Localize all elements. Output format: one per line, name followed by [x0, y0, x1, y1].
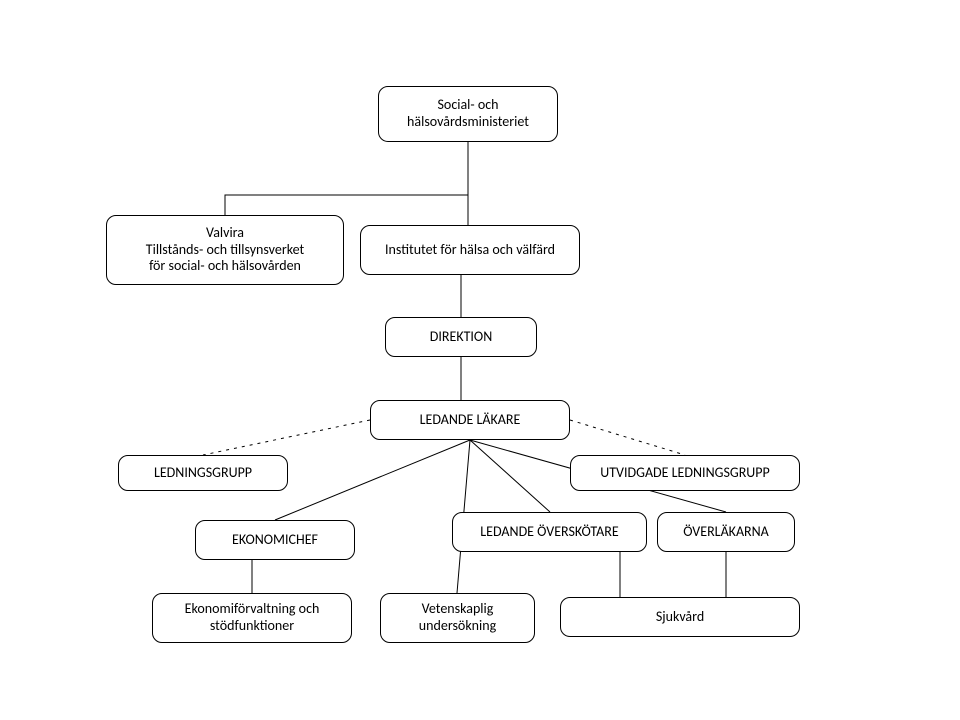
node-utvidgade: UTVIDGADE LEDNINGSGRUPP	[570, 455, 800, 491]
node-overskotare: LEDANDE ÖVERSKÖTARE	[452, 512, 647, 552]
node-vetenskaplig: Vetenskaplig undersökning	[380, 593, 535, 643]
node-institute: Institutet för hälsa och välfärd	[360, 225, 580, 275]
edge-ledande-utvidgade	[570, 420, 685, 455]
edge-ministry-valvira	[225, 195, 468, 215]
node-ministry: Social- och hälsovårdsministeriet	[378, 86, 558, 142]
edge-ledande-ledgrupp	[203, 420, 370, 455]
node-ekonomichef: EKONOMICHEF	[195, 520, 355, 560]
node-overlakarna: ÖVERLÄKARNA	[657, 512, 795, 552]
node-sjukvard: Sjukvård	[560, 597, 800, 637]
edge-ledande-ekonomichef	[275, 440, 470, 520]
node-ledande: LEDANDE LÄKARE	[370, 400, 570, 440]
edge-ledande-overskotare	[470, 440, 550, 512]
node-valvira: Valvira Tillstånds- och tillsynsverket f…	[106, 215, 344, 285]
node-ekonomiforv: Ekonomiförvaltning och stödfunktioner	[152, 593, 352, 643]
node-ledgrupp: LEDNINGSGRUPP	[118, 455, 288, 491]
node-direktion: DIREKTION	[385, 317, 537, 357]
